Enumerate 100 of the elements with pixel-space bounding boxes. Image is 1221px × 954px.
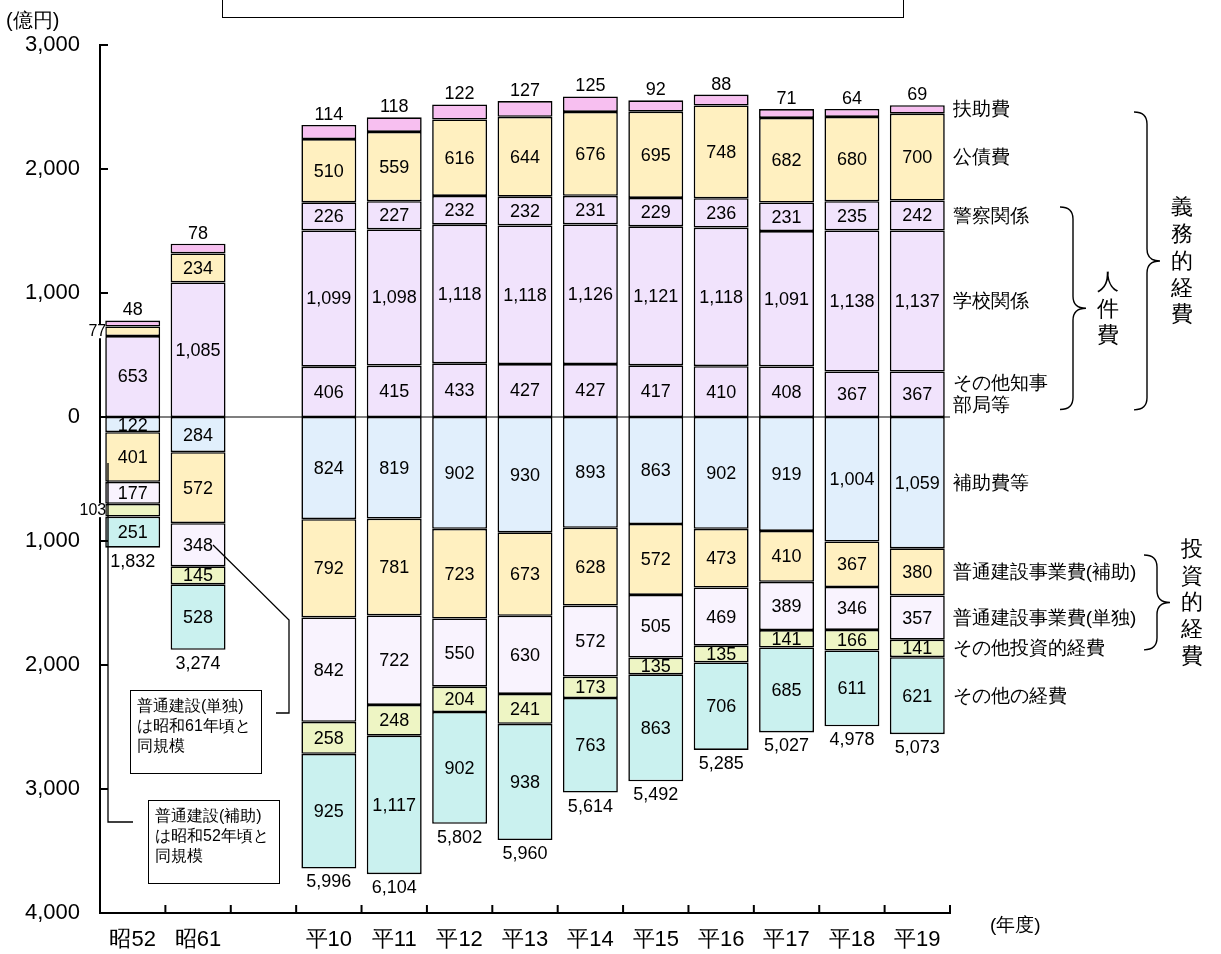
data-label: 406 bbox=[313, 381, 344, 402]
data-label: 408 bbox=[771, 381, 802, 402]
data-label: 141 bbox=[902, 638, 933, 659]
series-label: 補助費等 bbox=[952, 471, 1029, 494]
total-label: 5,996 bbox=[306, 871, 352, 892]
data-label: 389 bbox=[771, 595, 802, 616]
series-label: 警察関係 bbox=[952, 204, 1029, 227]
text: 義務的経費 bbox=[1170, 193, 1193, 329]
data-label: 863 bbox=[640, 717, 671, 738]
annotation: 普通建設(単独)は昭和61年頃と同規模 bbox=[130, 690, 262, 774]
data-label: 763 bbox=[575, 735, 606, 756]
data-label: 469 bbox=[706, 606, 737, 627]
data-label: 427 bbox=[509, 380, 541, 401]
data-label: 127 bbox=[509, 80, 541, 101]
total-label: 3,274 bbox=[175, 652, 221, 673]
data-label: 682 bbox=[771, 150, 802, 171]
data-label: 1,117 bbox=[372, 794, 417, 815]
data-label: 1,126 bbox=[567, 284, 613, 305]
text: 投資的経費 bbox=[1181, 535, 1204, 670]
data-label: 863 bbox=[640, 460, 671, 481]
data-label: 1,121 bbox=[633, 285, 679, 306]
data-label: 231 bbox=[575, 200, 606, 221]
data-label: 122 bbox=[444, 83, 475, 104]
data-label: 819 bbox=[379, 457, 410, 478]
series-label: 普通建設事業費(補助) bbox=[952, 560, 1137, 583]
series-label: その他の経費 bbox=[952, 684, 1067, 707]
data-label: 433 bbox=[444, 380, 475, 401]
data-label: 1,138 bbox=[829, 290, 875, 311]
x-tick-label: 昭61 bbox=[174, 926, 222, 952]
data-label: 410 bbox=[771, 546, 802, 567]
data-label: 1,091 bbox=[764, 288, 810, 309]
x-tick-label: 平18 bbox=[828, 926, 876, 952]
data-label: 77 bbox=[88, 321, 107, 339]
data-label: 748 bbox=[706, 141, 737, 162]
x-tick-label: 平19 bbox=[894, 926, 941, 952]
data-label: 145 bbox=[183, 565, 214, 586]
data-label: 88 bbox=[711, 73, 732, 94]
data-label: 401 bbox=[117, 446, 148, 467]
data-label: 676 bbox=[575, 143, 606, 164]
data-label: 722 bbox=[379, 650, 410, 671]
data-label: 893 bbox=[575, 462, 606, 483]
data-label: 695 bbox=[640, 144, 671, 165]
data-label: 251 bbox=[117, 522, 148, 543]
data-label: 284 bbox=[183, 424, 214, 445]
data-label: 204 bbox=[444, 689, 475, 710]
series-label: 扶助費 bbox=[952, 98, 1010, 121]
data-label: 415 bbox=[379, 381, 410, 402]
data-label: 78 bbox=[188, 222, 209, 243]
data-label: 367 bbox=[836, 554, 867, 575]
data-label: 938 bbox=[509, 771, 541, 792]
data-label: 177 bbox=[117, 482, 148, 503]
data-label: 1,118 bbox=[503, 284, 547, 305]
series-label: その他投資的経費 bbox=[952, 637, 1105, 660]
data-label: 48 bbox=[122, 299, 143, 320]
data-label: 114 bbox=[314, 103, 344, 124]
data-label: 824 bbox=[313, 458, 344, 479]
data-label: 71 bbox=[776, 88, 797, 109]
data-label: 226 bbox=[313, 206, 344, 227]
data-label: 628 bbox=[575, 556, 606, 577]
x-tick-label: 平10 bbox=[305, 926, 353, 952]
total-label: 5,027 bbox=[764, 735, 810, 756]
data-label: 232 bbox=[444, 200, 475, 221]
y-tick-label: 3,000 bbox=[24, 775, 80, 801]
data-label: 1,118 bbox=[699, 286, 744, 307]
data-label: 125 bbox=[575, 75, 606, 96]
data-label: 1,004 bbox=[829, 469, 875, 490]
data-label: 902 bbox=[444, 757, 475, 778]
data-label: 781 bbox=[379, 556, 410, 577]
total-label: 5,960 bbox=[502, 843, 548, 864]
data-label: 1,118 bbox=[437, 283, 482, 304]
data-label: 673 bbox=[509, 564, 541, 585]
data-label: 227 bbox=[379, 205, 410, 226]
data-label: 346 bbox=[836, 598, 867, 619]
data-label: 241 bbox=[509, 698, 541, 719]
data-label: 528 bbox=[183, 606, 214, 627]
data-label: 1,059 bbox=[894, 472, 940, 493]
series-label: 学校関係 bbox=[952, 290, 1029, 312]
data-label: 242 bbox=[902, 205, 933, 226]
data-label: 367 bbox=[902, 384, 933, 405]
series-label: その他知事部局等 bbox=[952, 372, 1049, 417]
data-label: 166 bbox=[836, 630, 867, 651]
total-label: 6,104 bbox=[371, 877, 417, 898]
data-label: 103 bbox=[79, 500, 107, 518]
series-label: 普通建設事業費(単独) bbox=[952, 606, 1137, 629]
data-label: 630 bbox=[509, 644, 541, 665]
y-tick-label: 1,000 bbox=[24, 279, 80, 305]
data-label: 380 bbox=[902, 561, 933, 582]
data-label: 550 bbox=[444, 642, 475, 663]
data-label: 141 bbox=[771, 628, 802, 649]
data-label: 1,085 bbox=[175, 339, 221, 360]
total-label: 5,285 bbox=[698, 752, 744, 773]
data-label: 680 bbox=[836, 149, 867, 170]
x-axis-title: (年度) bbox=[990, 914, 1041, 936]
y-tick-label: 1,000 bbox=[24, 527, 80, 553]
data-label: 473 bbox=[706, 548, 737, 569]
data-label: 930 bbox=[509, 464, 541, 485]
data-label: 842 bbox=[313, 659, 344, 680]
data-label: 1,098 bbox=[371, 287, 417, 308]
total-label: 5,073 bbox=[894, 737, 940, 758]
data-label: 700 bbox=[902, 147, 933, 168]
